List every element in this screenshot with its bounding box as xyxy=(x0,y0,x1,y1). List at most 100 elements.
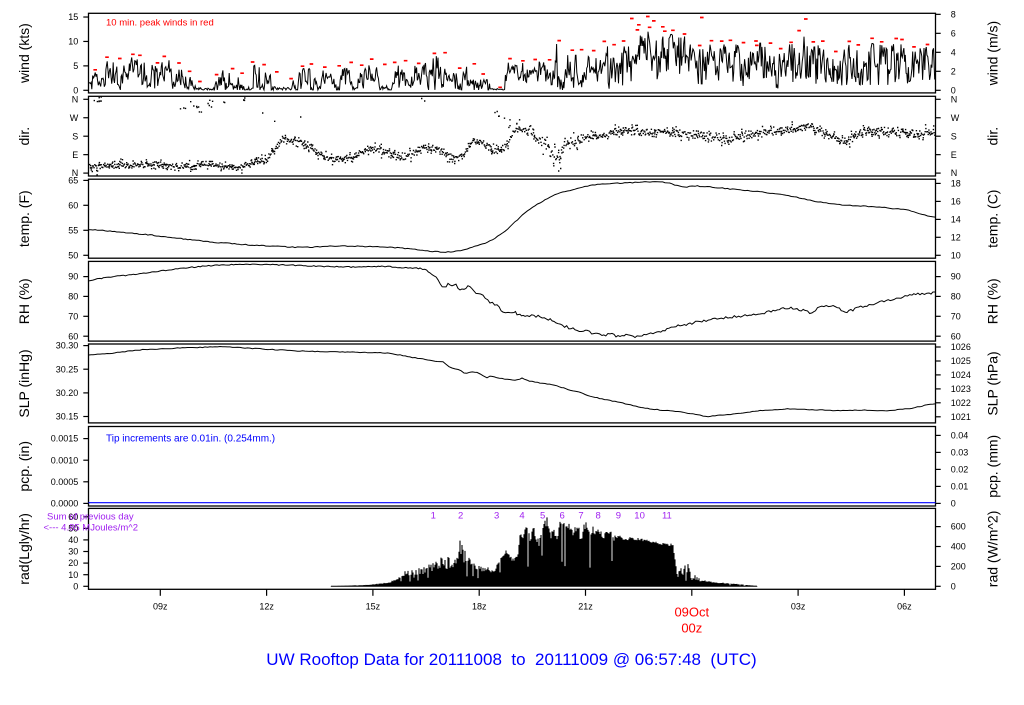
svg-text:dir.: dir. xyxy=(16,127,32,146)
svg-text:40: 40 xyxy=(68,535,78,545)
svg-text:5: 5 xyxy=(540,511,545,522)
svg-text:10: 10 xyxy=(634,511,645,522)
svg-text:60: 60 xyxy=(68,331,78,341)
svg-text:60: 60 xyxy=(68,200,78,210)
svg-text:400: 400 xyxy=(951,542,966,552)
svg-text:0.0015: 0.0015 xyxy=(51,434,79,444)
svg-text:S: S xyxy=(951,131,957,141)
svg-text:UW Rooftop Data for 20111008: UW Rooftop Data for 20111008 to 20111009… xyxy=(266,650,756,669)
svg-text:50: 50 xyxy=(68,250,78,260)
svg-text:1021: 1021 xyxy=(951,412,971,422)
svg-text:10: 10 xyxy=(68,37,78,47)
svg-text:16: 16 xyxy=(951,197,961,207)
svg-text:09z: 09z xyxy=(153,602,168,612)
svg-text:RH (%): RH (%) xyxy=(984,278,1000,324)
svg-text:rad (W/m^2): rad (W/m^2) xyxy=(984,511,1000,588)
svg-text:2: 2 xyxy=(458,511,463,522)
svg-text:30: 30 xyxy=(68,547,78,557)
svg-text:RH (%): RH (%) xyxy=(16,278,32,324)
svg-text:6: 6 xyxy=(560,511,565,522)
svg-text:65: 65 xyxy=(68,176,78,186)
svg-text:12: 12 xyxy=(951,232,961,242)
svg-text:<--- 4.85 MJoules/m^2: <--- 4.85 MJoules/m^2 xyxy=(44,523,138,534)
svg-text:dir.: dir. xyxy=(984,127,1000,146)
svg-text:10 min. peak winds in red: 10 min. peak winds in red xyxy=(106,18,214,29)
svg-text:60: 60 xyxy=(68,512,78,522)
svg-text:0: 0 xyxy=(73,85,78,95)
svg-text:0: 0 xyxy=(951,85,956,95)
svg-text:0.04: 0.04 xyxy=(951,431,969,441)
svg-text:15z: 15z xyxy=(366,602,381,612)
svg-text:80: 80 xyxy=(951,292,961,302)
svg-text:0.0005: 0.0005 xyxy=(51,477,79,487)
svg-text:30.20: 30.20 xyxy=(56,388,79,398)
svg-text:600: 600 xyxy=(951,522,966,532)
svg-text:6: 6 xyxy=(951,28,956,38)
svg-text:temp. (C): temp. (C) xyxy=(984,190,1000,248)
svg-text:200: 200 xyxy=(951,562,966,572)
svg-text:9: 9 xyxy=(616,511,621,522)
svg-text:E: E xyxy=(72,150,78,160)
svg-text:pcp. (mm): pcp. (mm) xyxy=(984,435,1000,498)
svg-text:70: 70 xyxy=(68,311,78,321)
svg-text:50: 50 xyxy=(68,524,78,534)
svg-text:0: 0 xyxy=(951,499,956,509)
svg-text:wind (m/s): wind (m/s) xyxy=(984,21,1000,87)
svg-text:12z: 12z xyxy=(259,602,274,612)
svg-text:1025: 1025 xyxy=(951,356,971,366)
svg-text:rad(Lgly/hr): rad(Lgly/hr) xyxy=(16,513,32,585)
svg-text:06z: 06z xyxy=(897,602,912,612)
svg-text:3: 3 xyxy=(494,511,499,522)
svg-text:8: 8 xyxy=(951,9,956,19)
svg-text:0: 0 xyxy=(73,581,78,591)
svg-text:1026: 1026 xyxy=(951,342,971,352)
svg-text:Tip increments are 0.01in. (0.: Tip increments are 0.01in. (0.254mm.) xyxy=(106,434,275,445)
svg-text:temp. (F): temp. (F) xyxy=(16,190,32,247)
svg-text:09Oct: 09Oct xyxy=(674,605,709,620)
svg-text:10: 10 xyxy=(68,570,78,580)
svg-text:8: 8 xyxy=(595,511,600,522)
svg-text:2: 2 xyxy=(951,66,956,76)
svg-text:15: 15 xyxy=(68,12,78,22)
svg-text:0.0010: 0.0010 xyxy=(51,455,79,465)
svg-text:N: N xyxy=(72,94,79,104)
svg-text:00z: 00z xyxy=(681,621,702,636)
svg-text:5: 5 xyxy=(73,61,78,71)
svg-text:pcp. (in): pcp. (in) xyxy=(16,441,32,492)
svg-text:10: 10 xyxy=(951,250,961,260)
svg-text:7: 7 xyxy=(578,511,583,522)
svg-text:11: 11 xyxy=(662,511,672,522)
svg-text:0: 0 xyxy=(951,581,956,591)
svg-text:W: W xyxy=(951,113,960,123)
svg-text:18z: 18z xyxy=(472,602,487,612)
svg-text:20: 20 xyxy=(68,558,78,568)
svg-text:70: 70 xyxy=(951,311,961,321)
svg-text:0.03: 0.03 xyxy=(951,448,969,458)
svg-text:4: 4 xyxy=(519,511,524,522)
svg-text:N: N xyxy=(72,168,79,178)
svg-text:N: N xyxy=(951,94,958,104)
svg-text:1: 1 xyxy=(431,511,436,522)
svg-text:80: 80 xyxy=(68,292,78,302)
svg-text:14: 14 xyxy=(951,215,961,225)
svg-text:18: 18 xyxy=(951,179,961,189)
svg-text:Sum of previous day: Sum of previous day xyxy=(47,512,134,523)
svg-text:0.0000: 0.0000 xyxy=(51,499,79,509)
svg-text:90: 90 xyxy=(951,272,961,282)
svg-text:30.25: 30.25 xyxy=(56,364,79,374)
svg-text:4: 4 xyxy=(951,47,956,57)
svg-text:1024: 1024 xyxy=(951,370,971,380)
svg-text:30.15: 30.15 xyxy=(56,412,79,422)
svg-text:SLP (hPa): SLP (hPa) xyxy=(984,351,1000,415)
svg-text:1023: 1023 xyxy=(951,384,971,394)
svg-text:wind (kts): wind (kts) xyxy=(16,23,32,84)
svg-text:90: 90 xyxy=(68,272,78,282)
svg-text:0.02: 0.02 xyxy=(951,465,969,475)
svg-text:W: W xyxy=(70,113,79,123)
svg-text:N: N xyxy=(951,168,958,178)
svg-text:SLP (inHg): SLP (inHg) xyxy=(16,349,32,417)
svg-text:60: 60 xyxy=(951,331,961,341)
svg-text:S: S xyxy=(72,131,78,141)
svg-text:21z: 21z xyxy=(578,602,593,612)
svg-text:30.30: 30.30 xyxy=(56,341,79,351)
